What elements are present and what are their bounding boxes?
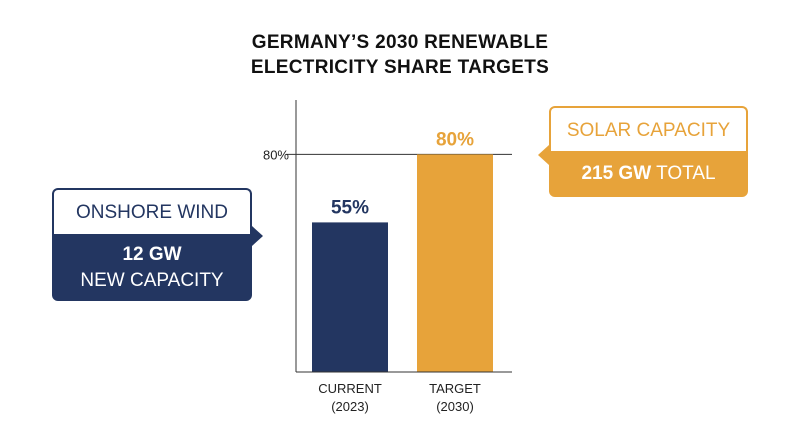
category-label-1-line-2: (2030) bbox=[436, 399, 474, 414]
bar-value-label-0: 55% bbox=[331, 197, 369, 218]
bar-1 bbox=[417, 154, 493, 372]
y-tick-label-0: 80% bbox=[263, 147, 289, 162]
bar-value-label-1: 80% bbox=[436, 129, 474, 150]
onshore-wind-heading: ONSHORE WIND bbox=[52, 188, 252, 234]
category-label-0-line-2: (2023) bbox=[331, 399, 369, 414]
category-label-0-line-1: CURRENT bbox=[318, 381, 382, 396]
solar-capacity-value: 215 GW bbox=[581, 163, 652, 184]
solar-capacity-pointer-arrow bbox=[538, 145, 549, 165]
onshore-wind-value: 12 GW bbox=[122, 244, 182, 265]
onshore-wind-detail: NEW CAPACITY bbox=[80, 270, 224, 291]
solar-capacity-body: 215 GW TOTAL bbox=[549, 151, 748, 197]
chart-title: GERMANY’S 2030 RENEWABLE ELECTRICITY SHA… bbox=[0, 30, 800, 80]
solar-capacity-callout: SOLAR CAPACITY 215 GW TOTAL bbox=[538, 106, 748, 197]
onshore-wind-pointer-arrow bbox=[252, 226, 263, 246]
solar-capacity-detail: TOTAL bbox=[656, 163, 716, 184]
chart-title-line-2: ELECTRICITY SHARE TARGETS bbox=[250, 57, 550, 78]
category-label-1-line-1: TARGET bbox=[429, 381, 481, 396]
onshore-wind-callout: ONSHORE WIND 12 GW NEW CAPACITY bbox=[52, 188, 263, 301]
solar-capacity-heading: SOLAR CAPACITY bbox=[549, 106, 748, 151]
bar-0 bbox=[312, 222, 388, 372]
onshore-wind-body: 12 GW NEW CAPACITY bbox=[52, 234, 252, 301]
chart-title-line-1: GERMANY’S 2030 RENEWABLE bbox=[251, 32, 549, 53]
